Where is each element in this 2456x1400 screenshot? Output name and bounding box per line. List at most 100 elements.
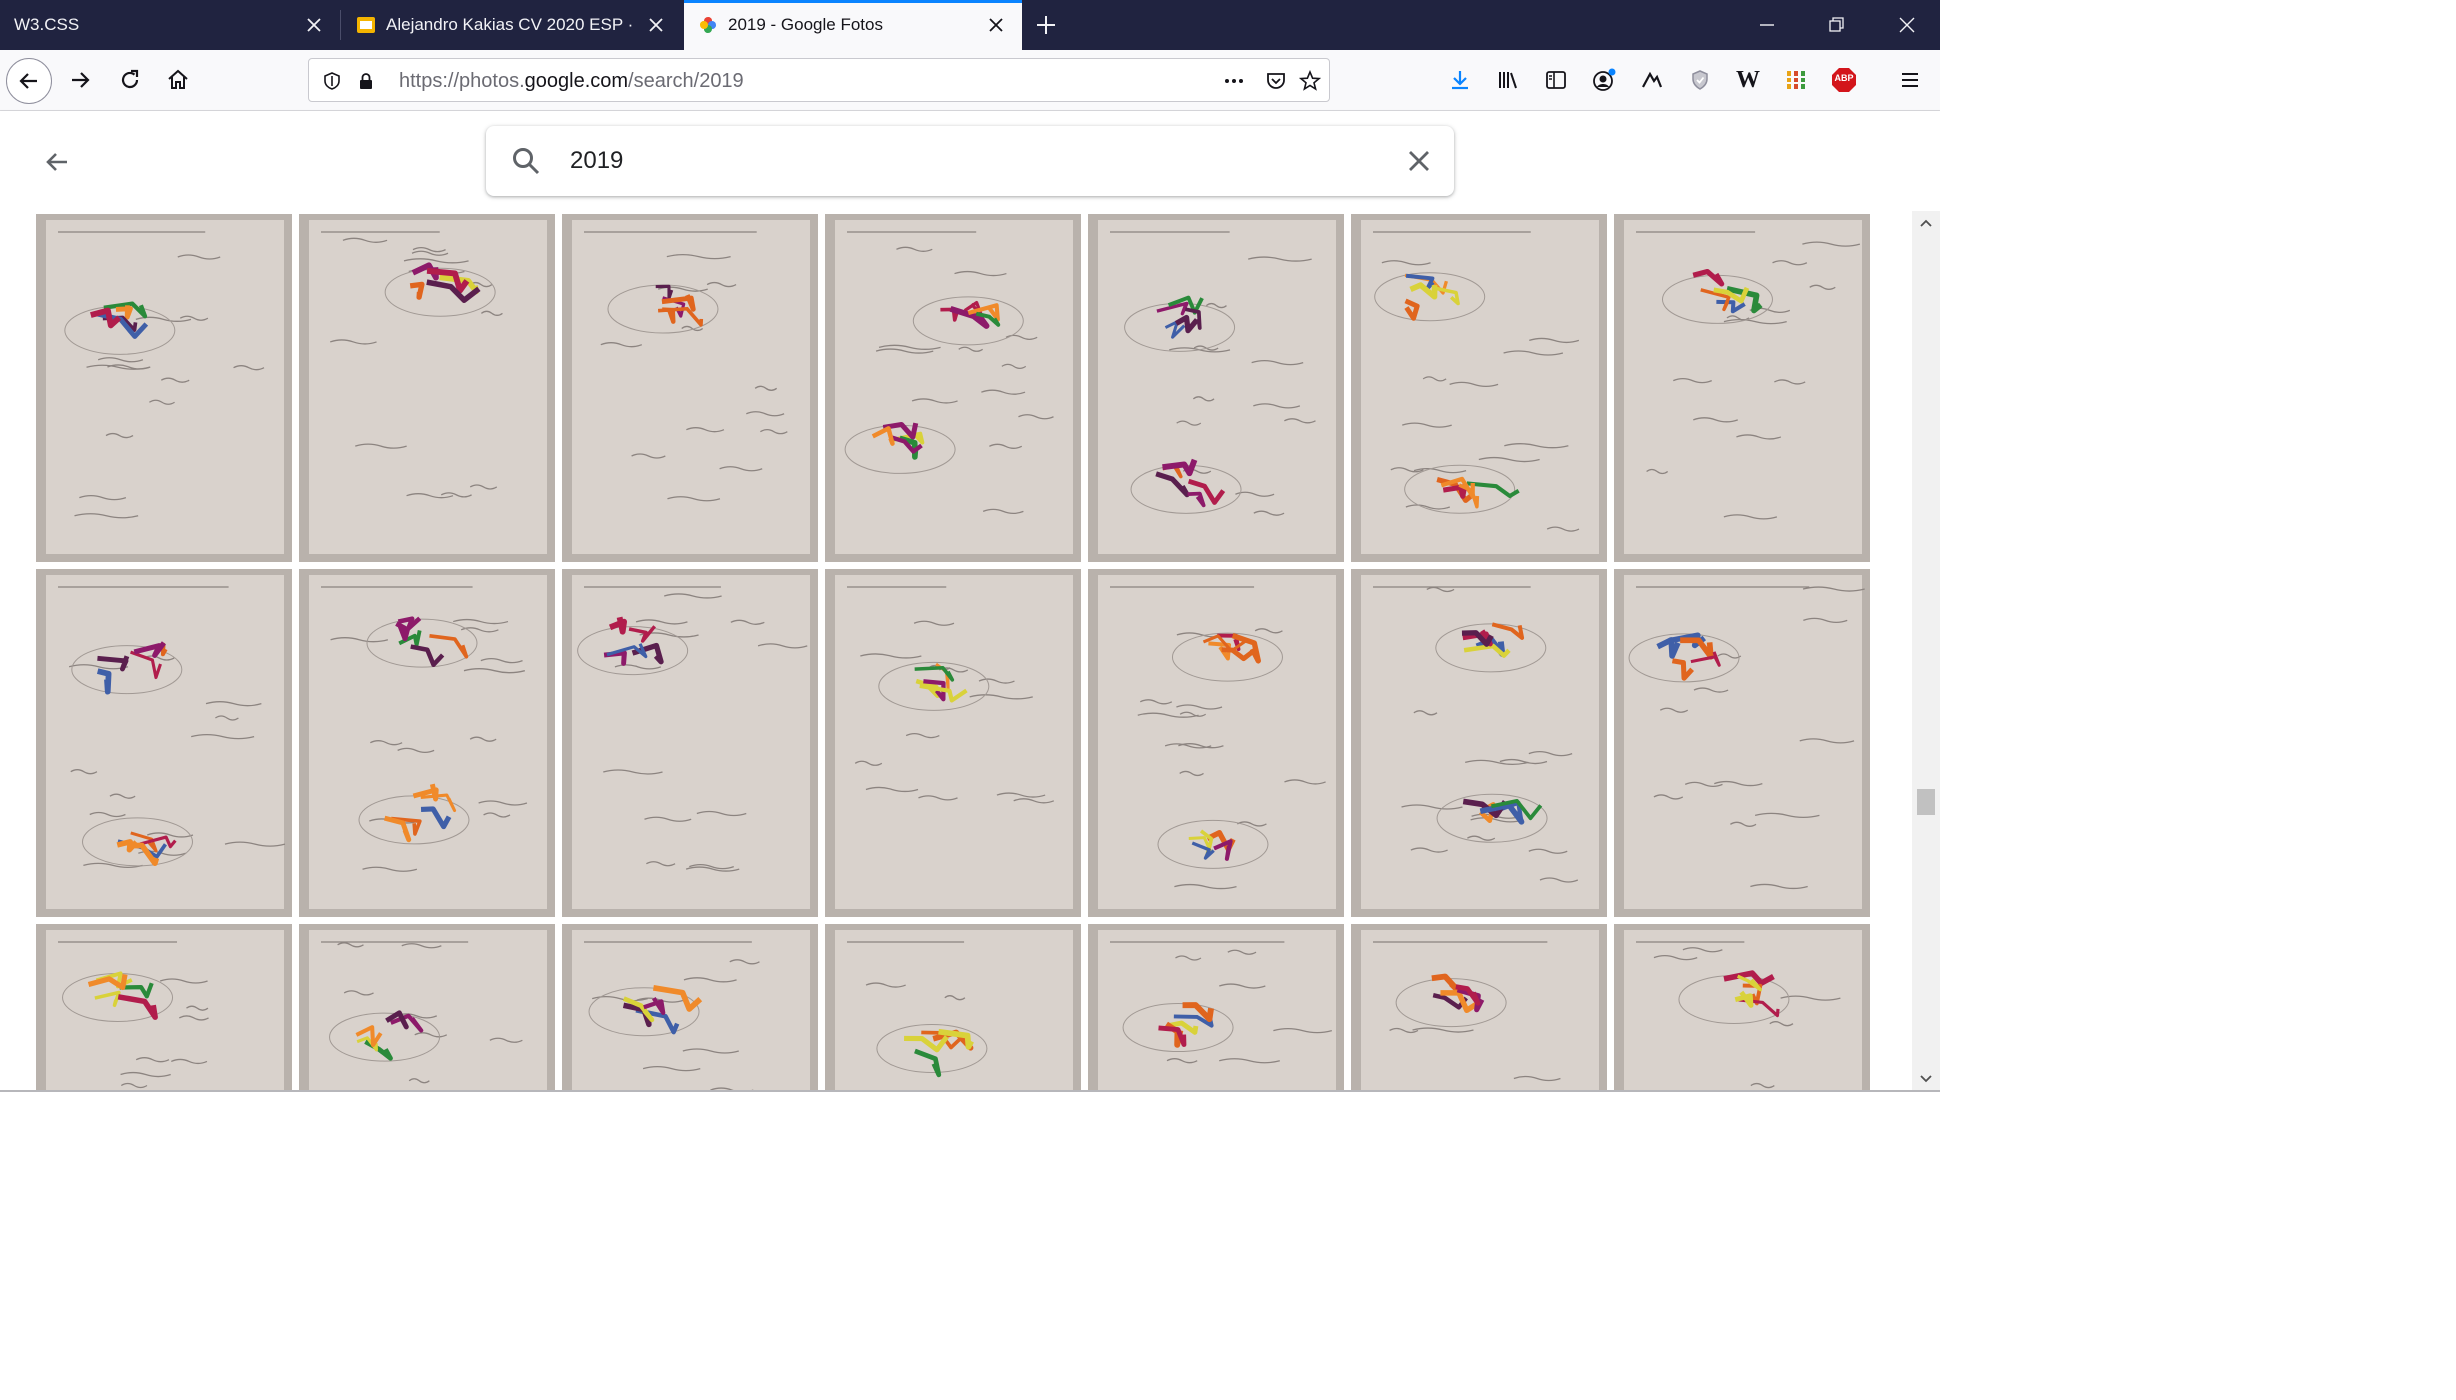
restore-icon <box>1828 16 1846 34</box>
home-icon <box>166 68 190 92</box>
photo-tile[interactable] <box>1351 214 1607 562</box>
sketchbook-photo <box>299 569 555 917</box>
arrow-right-icon <box>68 68 92 92</box>
photos-back-button[interactable] <box>36 141 78 183</box>
photo-grid <box>0 211 1940 1091</box>
tab-title: Alejandro Kakias CV 2020 ESP · <box>386 15 656 35</box>
sketchbook-photo <box>1351 924 1607 1091</box>
photo-tile[interactable] <box>1614 569 1870 917</box>
scroll-down-button[interactable] <box>1912 1067 1940 1091</box>
bookmark-star-icon[interactable] <box>1295 66 1325 96</box>
sketchbook-photo <box>36 569 292 917</box>
scrollbar-thumb[interactable] <box>1917 789 1935 815</box>
photo-tile[interactable] <box>1351 569 1607 917</box>
sketchbook-photo <box>1614 214 1870 562</box>
adblock-label: ABP <box>1826 73 1862 83</box>
account-icon[interactable] <box>1586 62 1622 98</box>
photo-tile[interactable] <box>562 924 818 1091</box>
close-window-button[interactable] <box>1872 0 1940 50</box>
back-button[interactable] <box>6 58 52 104</box>
url-text[interactable]: https://photos.google.com/search/2019 <box>399 70 744 93</box>
wikipedia-icon[interactable]: W <box>1730 62 1766 98</box>
photo-tile[interactable] <box>1614 214 1870 562</box>
photo-tile[interactable] <box>36 214 292 562</box>
sketchbook-photo <box>825 924 1081 1091</box>
tab-title: W3.CSS <box>14 15 79 35</box>
home-button[interactable] <box>158 60 198 100</box>
photo-tile[interactable] <box>825 214 1081 562</box>
arrow-left-icon <box>17 69 41 93</box>
menu-icon[interactable] <box>1892 62 1928 98</box>
chevron-up-icon <box>1919 218 1933 228</box>
photo-tile[interactable] <box>825 924 1081 1091</box>
close-icon[interactable] <box>644 13 668 37</box>
photo-tile[interactable] <box>36 924 292 1091</box>
photo-tile[interactable] <box>299 214 555 562</box>
photo-tile[interactable] <box>1088 569 1344 917</box>
search-input[interactable]: 2019 <box>570 147 623 175</box>
grid-extension-icon[interactable] <box>1778 62 1814 98</box>
minimize-icon <box>1758 16 1776 34</box>
sketchbook-photo <box>36 924 292 1091</box>
tab-separator <box>340 10 341 40</box>
tab-w3css[interactable]: W3.CSS <box>0 0 340 50</box>
photo-tile[interactable] <box>299 569 555 917</box>
scrollbar[interactable] <box>1912 211 1940 1091</box>
reload-button[interactable] <box>110 60 150 100</box>
sketchbook-photo <box>36 214 292 562</box>
page-actions-icon[interactable] <box>1219 66 1249 96</box>
photo-tile[interactable] <box>299 924 555 1091</box>
photo-tile[interactable] <box>1351 924 1607 1091</box>
minimize-button[interactable] <box>1732 0 1802 50</box>
plus-icon <box>1035 14 1057 36</box>
photo-tile[interactable] <box>562 214 818 562</box>
browser-window: W3.CSS Alejandro Kakias CV 2020 ESP · <box>0 0 1940 1092</box>
photo-tile[interactable] <box>1614 924 1870 1091</box>
sketchbook-photo <box>1351 569 1607 917</box>
google-photos-icon <box>698 15 718 35</box>
photo-tile[interactable] <box>1088 214 1344 562</box>
photo-tile[interactable] <box>36 569 292 917</box>
sketchbook-photo <box>299 214 555 562</box>
sketchbook-photo <box>825 214 1081 562</box>
close-icon <box>1898 16 1916 34</box>
clear-search-button[interactable] <box>1404 146 1434 176</box>
photos-header: 2019 <box>0 111 1940 211</box>
download-icon[interactable] <box>1442 62 1478 98</box>
photo-tile[interactable] <box>1088 924 1344 1091</box>
adblock-icon[interactable]: ABP <box>1826 62 1862 98</box>
close-icon <box>1408 150 1430 172</box>
slides-icon <box>356 15 376 35</box>
close-icon[interactable] <box>984 13 1008 37</box>
tracking-shield-icon[interactable] <box>317 66 347 96</box>
sketchbook-photo <box>1088 214 1344 562</box>
library-icon[interactable] <box>1490 62 1526 98</box>
sketchbook-photo <box>299 924 555 1091</box>
window-bottom-edge <box>0 1090 1940 1092</box>
lock-icon[interactable] <box>351 66 381 96</box>
sketchbook-photo <box>562 569 818 917</box>
tab-title: 2019 - Google Fotos <box>728 15 883 35</box>
new-tab-button[interactable] <box>1030 10 1062 40</box>
pocket-icon[interactable] <box>1261 66 1291 96</box>
sidebar-icon[interactable] <box>1538 62 1574 98</box>
forward-button[interactable] <box>60 60 100 100</box>
photos-search-box[interactable]: 2019 <box>486 126 1454 196</box>
photo-tile[interactable] <box>825 569 1081 917</box>
sketchbook-photo <box>562 214 818 562</box>
photo-tile[interactable] <box>562 569 818 917</box>
tab-cv[interactable]: Alejandro Kakias CV 2020 ESP · <box>342 0 682 50</box>
close-icon[interactable] <box>302 13 326 37</box>
scroll-up-button[interactable] <box>1912 211 1940 235</box>
sketchbook-photo <box>1614 569 1870 917</box>
restore-button[interactable] <box>1802 0 1872 50</box>
tab-bar: W3.CSS Alejandro Kakias CV 2020 ESP · <box>0 0 1940 50</box>
shield-icon[interactable] <box>1682 62 1718 98</box>
arrow-left-icon <box>43 148 71 176</box>
address-bar[interactable]: https://photos.google.com/search/2019 <box>308 58 1330 102</box>
nav-toolbar: https://photos.google.com/search/2019 <box>0 50 1940 111</box>
reload-icon <box>118 68 142 92</box>
extension-icon[interactable] <box>1634 62 1670 98</box>
tab-google-photos[interactable]: 2019 - Google Fotos <box>684 0 1022 50</box>
search-icon[interactable] <box>510 145 542 177</box>
